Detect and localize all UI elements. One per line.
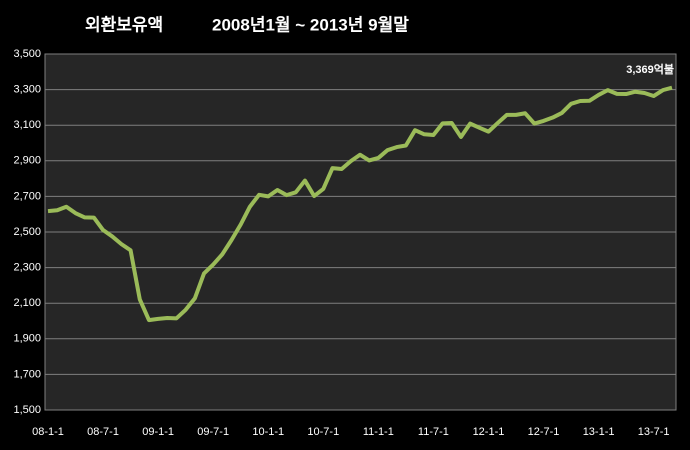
y-tick-label: 2,500 (13, 226, 41, 238)
x-tick-label: 10-1-1 (252, 426, 284, 438)
chart-title: 외환보유액 (85, 15, 163, 34)
chart-subtitle: 2008년1월 ~ 2013년 9월말 (212, 14, 409, 34)
y-tick-label: 2,700 (13, 190, 41, 202)
x-tick-label: 08-7-1 (87, 426, 119, 438)
y-tick-label: 3,500 (13, 48, 41, 60)
x-tick-label: 08-1-1 (32, 426, 64, 438)
y-tick-label: 1,900 (13, 333, 41, 345)
data-line (47, 85, 673, 323)
x-tick-label: 13-7-1 (638, 426, 670, 438)
y-tick-label: 1,700 (13, 368, 41, 380)
y-tick-label: 1,500 (13, 404, 41, 416)
y-tick-label: 2,100 (13, 297, 41, 309)
x-tick-label: 10-7-1 (307, 426, 339, 438)
x-tick-label: 13-1-1 (583, 426, 615, 438)
x-tick-label: 12-7-1 (528, 426, 560, 438)
x-tick-label: 12-1-1 (473, 426, 505, 438)
y-tick-label: 2,300 (13, 262, 41, 274)
x-tick-label: 11-1-1 (363, 426, 394, 438)
x-tick-label: 09-7-1 (197, 426, 229, 438)
y-tick-label: 2,900 (13, 155, 41, 167)
x-tick-label: 09-1-1 (142, 426, 174, 438)
y-tick-label: 3,100 (13, 119, 41, 131)
annotation: 3,369억불 (626, 63, 674, 76)
x-tick-label: 11-7-1 (418, 426, 449, 438)
y-tick-label: 3,300 (13, 84, 41, 96)
